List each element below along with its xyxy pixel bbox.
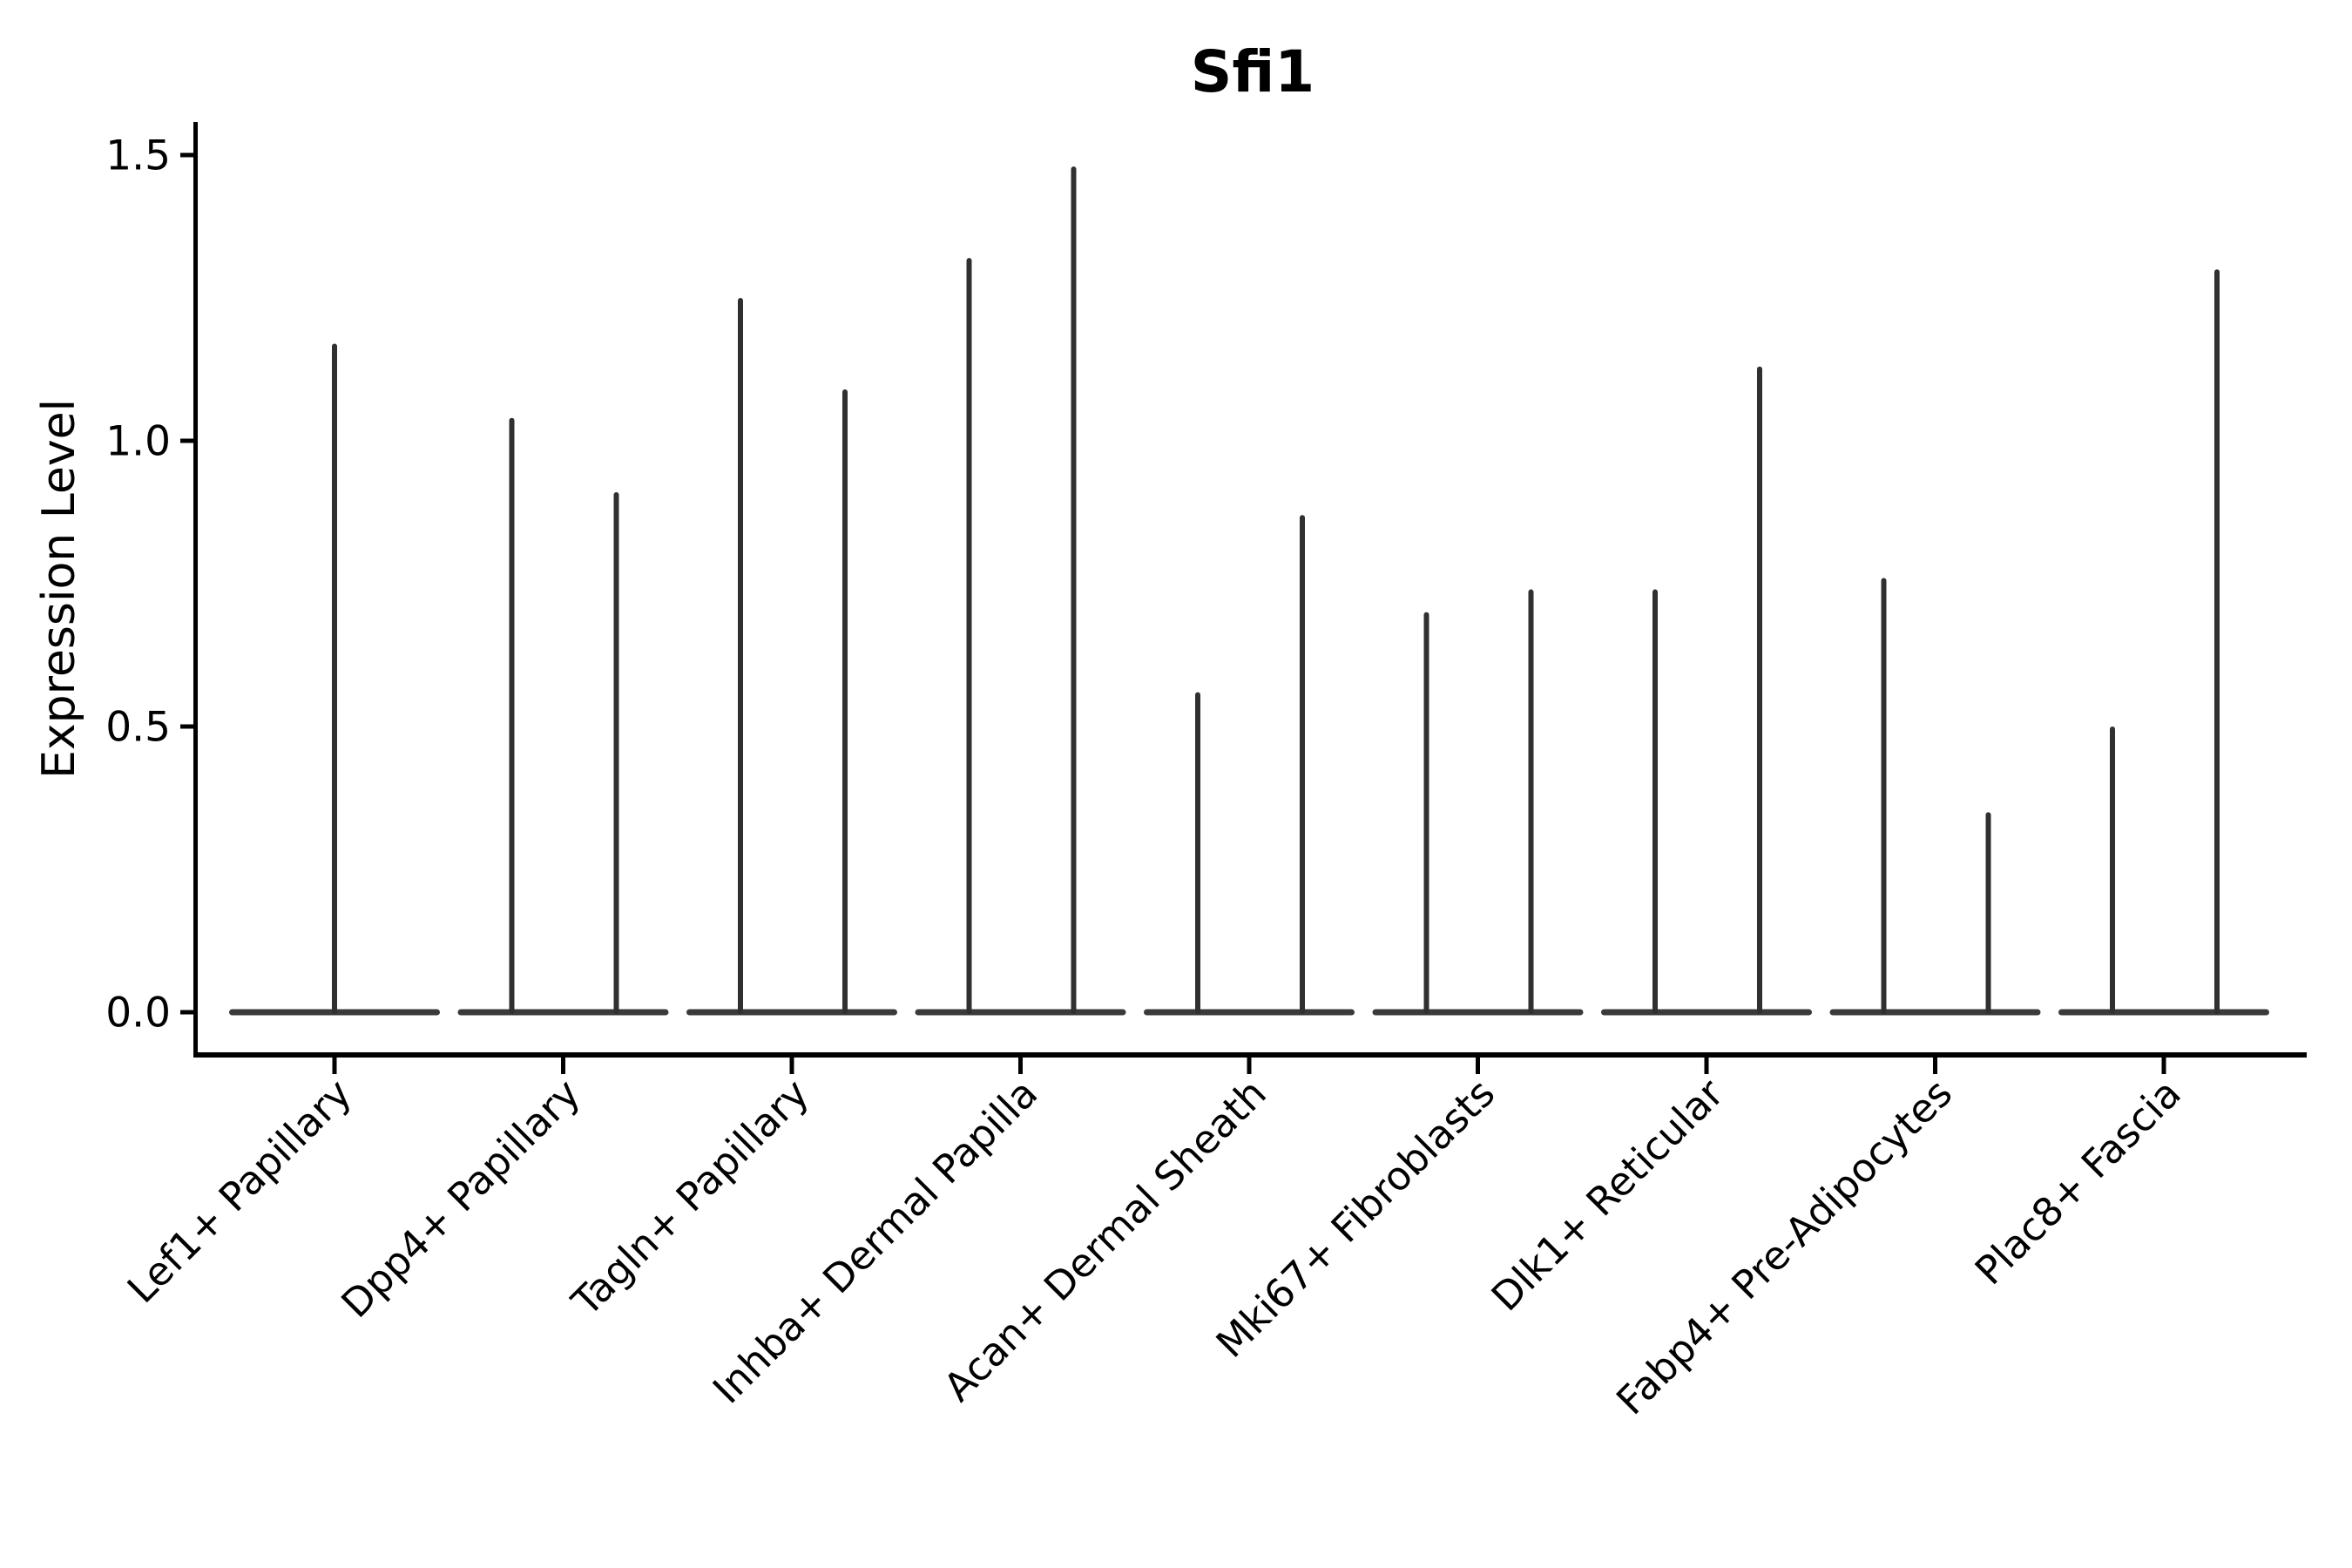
violin-baseline bbox=[457, 1009, 669, 1016]
violin-category bbox=[229, 343, 440, 1016]
violin-spike bbox=[1757, 366, 1762, 1015]
violin-spike bbox=[966, 258, 972, 1015]
violin-baseline bbox=[1144, 1009, 1355, 1016]
y-axis: 0.0 0.5 1.0 1.5 bbox=[105, 122, 198, 1058]
x-tick-label: Dpp4+ Papillary bbox=[332, 1070, 589, 1327]
violin-category bbox=[1144, 515, 1355, 1016]
x-tick-label: Lef1+ Papillary bbox=[118, 1070, 361, 1312]
violin-category bbox=[686, 298, 897, 1016]
violin-baseline bbox=[2058, 1009, 2269, 1016]
violin-spike bbox=[842, 389, 848, 1015]
violins bbox=[229, 166, 2269, 1016]
violin-baseline bbox=[1372, 1009, 1584, 1016]
x-tick-label: Tagln+ Papillary bbox=[563, 1070, 818, 1325]
violin-baseline bbox=[915, 1009, 1126, 1016]
y-tick-label: 1.0 bbox=[105, 417, 171, 465]
x-tick-label: Dlk1+ Reticular bbox=[1483, 1070, 1733, 1320]
violin-spike bbox=[1423, 612, 1429, 1014]
y-axis-label: Expression Level bbox=[33, 399, 85, 779]
violin-category bbox=[915, 166, 1126, 1016]
violin-category bbox=[457, 417, 669, 1016]
violin-spike bbox=[1528, 589, 1534, 1014]
violin-spike bbox=[2214, 269, 2220, 1014]
chart-title: Sfi1 bbox=[1191, 38, 1315, 105]
violin-spike bbox=[1985, 812, 1991, 1014]
violin-spike bbox=[509, 417, 515, 1014]
violin-spike bbox=[1300, 515, 1305, 1014]
y-tick-label: 0.5 bbox=[105, 703, 171, 751]
y-tick-label: 1.5 bbox=[105, 132, 171, 179]
violin-category bbox=[2058, 269, 2269, 1016]
violin-category bbox=[1829, 578, 2041, 1016]
violin-baseline bbox=[1829, 1009, 2041, 1016]
violin-spike bbox=[1652, 589, 1658, 1014]
violin-spike bbox=[738, 298, 743, 1014]
violin-baseline bbox=[686, 1009, 897, 1016]
violin-spike bbox=[2110, 727, 2115, 1014]
violin-category bbox=[1372, 589, 1584, 1016]
violin-baseline bbox=[1601, 1009, 1812, 1016]
y-tick-label: 0.0 bbox=[105, 989, 171, 1037]
violin-spike bbox=[613, 492, 619, 1014]
violin-spike bbox=[1195, 692, 1200, 1014]
violin-spike bbox=[332, 343, 337, 1015]
violin-spike bbox=[1071, 166, 1077, 1014]
violin-spike bbox=[1881, 578, 1887, 1014]
x-tick-label: Plac8+ Fascia bbox=[1966, 1070, 2190, 1294]
violin-category bbox=[1601, 366, 1812, 1016]
